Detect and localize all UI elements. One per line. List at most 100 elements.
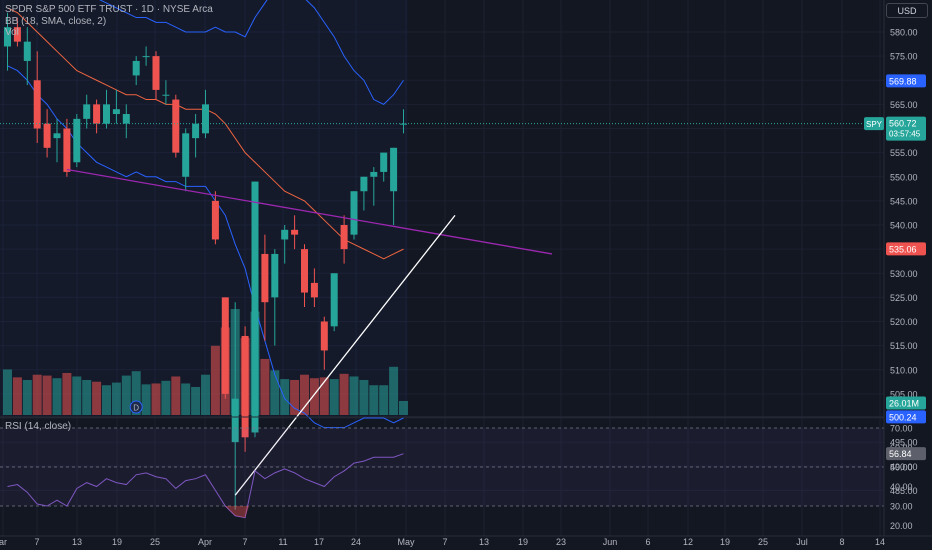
volume-bar xyxy=(22,379,32,415)
volume-bar xyxy=(270,370,280,415)
volume-badge: 26.01M xyxy=(889,399,919,409)
volume-bar xyxy=(201,374,210,415)
price-tick-label: 510.00 xyxy=(890,365,918,375)
price-tick-label: 565.00 xyxy=(890,100,918,110)
volume-bar xyxy=(309,378,319,415)
time-tick-label: 7 xyxy=(442,537,447,547)
price-tick-label: 580.00 xyxy=(890,28,918,38)
volume-bar xyxy=(389,366,399,415)
rsi-oversold-fill xyxy=(225,506,249,518)
time-tick-label: Apr xyxy=(198,537,212,547)
candle-body xyxy=(271,253,279,298)
volume-bar xyxy=(339,373,349,415)
time-tick-label: 11 xyxy=(278,537,287,547)
symbol-badge: SPY xyxy=(866,120,883,129)
volume-bar xyxy=(141,384,151,415)
volume-bar xyxy=(72,376,82,415)
time-tick-label: 24 xyxy=(351,537,361,547)
symbol-legend[interactable]: SPDR S&P 500 ETF TRUST · 1D · NYSE Arca xyxy=(5,4,217,15)
candle-body xyxy=(330,273,338,327)
rsi-badge: 56.84 xyxy=(889,449,912,459)
bb-legend[interactable]: BB (18, SMA, close, 2) xyxy=(5,16,110,27)
candle-body xyxy=(172,99,180,153)
volume-bar xyxy=(349,376,359,415)
volume-bar xyxy=(92,381,102,415)
candle-body xyxy=(390,147,398,192)
candle-body xyxy=(241,335,249,438)
volume-bar xyxy=(161,380,171,415)
time-tick-label: Jun xyxy=(603,537,618,547)
volume-legend[interactable]: Vol xyxy=(5,27,23,38)
rsi-band xyxy=(0,428,884,506)
candle-body xyxy=(23,41,31,61)
candle-body xyxy=(93,104,101,124)
volume-bar xyxy=(102,385,111,415)
volume-bar xyxy=(82,379,92,415)
price-tick-label: 575.00 xyxy=(890,52,918,62)
time-tick-label: 17 xyxy=(314,537,324,547)
rsi-legend[interactable]: RSI (14, close) xyxy=(5,421,75,432)
lower-band-badge-bg xyxy=(886,410,926,424)
candle-body xyxy=(380,152,388,172)
candle-body xyxy=(83,104,91,119)
candle-body xyxy=(221,297,229,394)
candle-body xyxy=(310,282,318,298)
rsi-tick-label: 50.00 xyxy=(890,463,913,473)
candle-body xyxy=(360,176,368,192)
candle-body xyxy=(340,225,348,250)
volume-bar xyxy=(379,385,389,415)
time-tick-label: 23 xyxy=(556,537,566,547)
last-price-badge-bg xyxy=(886,116,926,141)
rsi-badge-bg xyxy=(886,447,926,461)
upper-band-badge-bg xyxy=(886,74,926,88)
volume-bar xyxy=(62,372,72,415)
volume-bar xyxy=(32,374,42,415)
volume-bar xyxy=(131,371,141,415)
grid xyxy=(0,0,884,536)
volume-bar xyxy=(181,383,191,415)
volume-bar xyxy=(42,375,52,415)
volume-bar xyxy=(210,345,220,415)
candle-body xyxy=(4,27,11,47)
currency-button[interactable]: USD xyxy=(886,3,928,18)
candle-body xyxy=(13,27,21,42)
volume-bar xyxy=(260,358,270,415)
bb-label: BB (18, SMA, close, 2) xyxy=(5,16,107,27)
volume-label: Vol xyxy=(5,27,19,38)
dividend-marker-icon xyxy=(129,400,143,414)
candle-body xyxy=(182,133,190,177)
candle-body xyxy=(132,60,140,76)
basis-badge: 535.06 xyxy=(889,244,917,254)
volume-bar xyxy=(3,369,12,415)
rsi-label: RSI (14, close) xyxy=(5,421,72,432)
volume-bar xyxy=(369,385,379,415)
time-tick-label: 8 xyxy=(839,537,844,547)
volume-bar xyxy=(329,379,339,415)
candle-body xyxy=(63,128,71,172)
volume-bar xyxy=(359,379,369,415)
time-tick-label: 19 xyxy=(720,537,730,547)
drawings[interactable] xyxy=(66,168,553,496)
time-tick-label: ar xyxy=(0,537,7,547)
rsi-tick-label: 20.00 xyxy=(890,521,913,531)
candle-body xyxy=(103,104,110,124)
price-tick-label: 530.00 xyxy=(890,269,918,279)
volume-badge-bg xyxy=(886,396,926,410)
candle-body xyxy=(291,229,299,235)
upper-band-badge: 569.88 xyxy=(889,76,917,86)
symbol-badge-bg xyxy=(864,117,884,131)
price-tick-label: 490.00 xyxy=(890,462,918,472)
candle-body xyxy=(162,94,170,96)
candle-body xyxy=(261,253,269,303)
bb-region-shade xyxy=(0,0,408,416)
price-tick-label: 555.00 xyxy=(890,148,918,158)
candle-body xyxy=(202,104,209,134)
time-tick-label: 25 xyxy=(758,537,768,547)
candle-body xyxy=(350,191,358,235)
volume-bar xyxy=(191,386,201,415)
countdown-timer: 03:57:45 xyxy=(889,130,921,139)
candle-body xyxy=(152,56,160,90)
candle-body xyxy=(231,398,239,443)
